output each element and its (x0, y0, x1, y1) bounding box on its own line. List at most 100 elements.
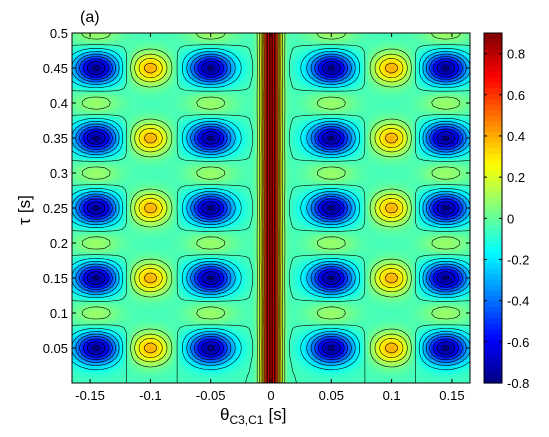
heatmap-cell (77, 128, 82, 133)
heatmap-cell (89, 62, 94, 67)
heatmap-cell (74, 143, 79, 148)
heatmap-cell (77, 191, 82, 196)
heatmap-cell (86, 134, 91, 139)
heatmap-cell (72, 191, 76, 196)
heatmap-cell (74, 308, 79, 312)
heatmap-cell (77, 179, 82, 184)
heatmap-cell (77, 89, 82, 94)
heatmap-cell (80, 206, 85, 211)
heatmap-cell (83, 167, 88, 172)
heatmap-cell (92, 329, 97, 333)
heatmap-cell (74, 275, 79, 279)
heatmap-cell (74, 47, 79, 52)
heatmap-cell (77, 221, 82, 226)
heatmap-cell (92, 344, 97, 348)
heatmap-cell (86, 119, 91, 124)
heatmap-cell (72, 263, 76, 267)
heatmap-cell (80, 278, 85, 282)
heatmap-cell (89, 362, 94, 366)
heatmap-cell (80, 152, 85, 157)
heatmap-cell (72, 314, 76, 318)
heatmap-cell (86, 71, 91, 76)
heatmap-cell (74, 38, 79, 43)
heatmap-cell (83, 326, 88, 330)
heatmap-cell (83, 161, 88, 166)
heatmap-cell (80, 215, 85, 220)
heatmap-cell (86, 227, 91, 232)
heatmap-cell (83, 287, 88, 291)
heatmap-cell (92, 380, 97, 383)
heatmap-cell (89, 128, 94, 133)
heatmap-cell (89, 146, 94, 151)
heatmap-cell (72, 146, 76, 151)
heatmap-cell (83, 155, 88, 160)
heatmap-cell (74, 320, 79, 324)
heatmap-cell (89, 293, 94, 297)
heatmap-cell (89, 344, 94, 348)
heatmap-cell (77, 80, 82, 85)
heatmap-cell (72, 308, 76, 312)
heatmap-cell (77, 332, 82, 336)
heatmap-cell (86, 107, 91, 112)
heatmap-cell (74, 284, 79, 288)
heatmap-cell (80, 302, 85, 306)
heatmap-cell (74, 212, 79, 217)
heatmap-cell (77, 272, 82, 276)
heatmap-cell (89, 296, 94, 300)
heatmap-cell (89, 104, 94, 109)
heatmap-cell (72, 68, 76, 73)
heatmap-cell (89, 269, 94, 273)
heatmap-cell (83, 164, 88, 169)
heatmap-cell (86, 149, 91, 154)
heatmap-cell (72, 212, 76, 217)
heatmap-cell (77, 365, 82, 369)
heatmap-cell (80, 296, 85, 300)
heatmap-cell (86, 269, 91, 273)
heatmap-cell (86, 41, 91, 46)
heatmap-cell (74, 362, 79, 366)
heatmap-cell (80, 254, 85, 258)
heatmap-cell (80, 62, 85, 67)
heatmap-cell (74, 164, 79, 169)
heatmap-cell (72, 107, 76, 112)
heatmap-cell (80, 182, 85, 187)
heatmap-cell (80, 341, 85, 345)
heatmap-cell (86, 200, 91, 205)
heatmap-cell (74, 344, 79, 348)
heatmap-cell (83, 209, 88, 214)
heatmap-cell (83, 89, 88, 94)
heatmap-cell (74, 332, 79, 336)
heatmap-cell (80, 179, 85, 184)
heatmap-cell (83, 290, 88, 294)
heatmap-cell (92, 284, 97, 288)
heatmap-cell (80, 101, 85, 106)
heatmap-cell (74, 182, 79, 187)
heatmap-cell (77, 149, 82, 154)
heatmap-cell (80, 197, 85, 202)
heatmap-cell (86, 311, 91, 315)
heatmap-cell (80, 140, 85, 145)
heatmap-cell (92, 293, 97, 297)
heatmap-cell (83, 377, 88, 381)
heatmap-cell (86, 203, 91, 208)
heatmap-cell (80, 260, 85, 264)
heatmap-cell (86, 371, 91, 375)
heatmap-cell (83, 137, 88, 142)
heatmap-cell (80, 116, 85, 121)
heatmap-cell (89, 236, 94, 241)
heatmap-cell (74, 374, 79, 378)
heatmap-cell (80, 83, 85, 88)
heatmap-cell (77, 227, 82, 232)
heatmap-cell (80, 194, 85, 199)
heatmap-cell (72, 47, 76, 52)
heatmap-cell (86, 113, 91, 118)
heatmap-cell (89, 176, 94, 181)
heatmap-cell (92, 326, 97, 330)
heatmap-cell (86, 275, 91, 279)
heatmap-cell (83, 371, 88, 375)
heatmap-cell (77, 140, 82, 145)
heatmap-cell (77, 320, 82, 324)
heatmap-cell (77, 350, 82, 354)
heatmap-cell (89, 41, 94, 46)
heatmap-cell (77, 176, 82, 181)
